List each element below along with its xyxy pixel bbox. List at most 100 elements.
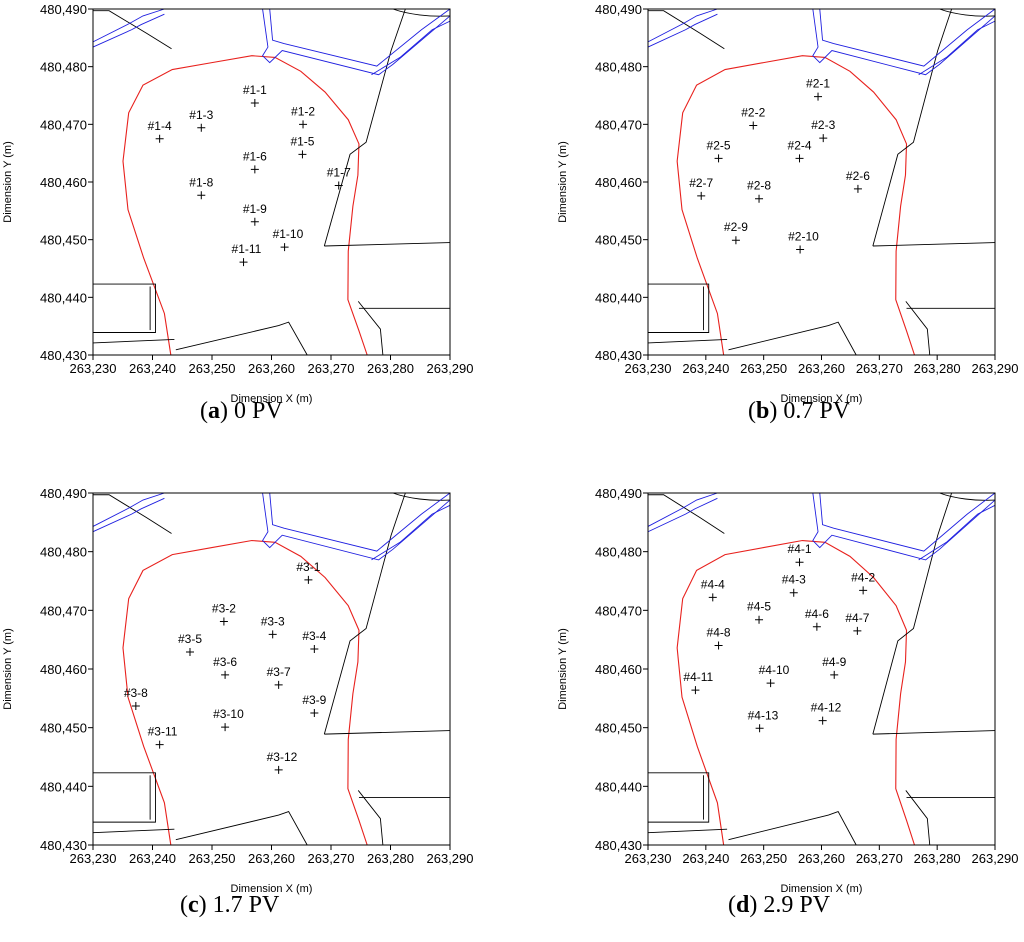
y-axis-label: Dimension Y (m) — [557, 141, 569, 223]
data-point-label: #2-10 — [788, 229, 819, 243]
x-tick-label: 263,230 — [70, 851, 117, 866]
y-tick-label: 480,440 — [40, 779, 87, 794]
road-line — [939, 9, 995, 16]
data-point-label: #2-8 — [747, 179, 771, 193]
road-line — [358, 790, 383, 845]
road-line — [648, 773, 709, 822]
x-tick-label: 263,280 — [367, 361, 414, 376]
canal-line — [93, 498, 164, 531]
x-tick-label: 263,290 — [972, 361, 1019, 376]
canal-line — [270, 493, 450, 551]
data-point — [221, 723, 230, 732]
data-point-label: #4-8 — [707, 626, 731, 640]
x-tick-label: 263,270 — [856, 851, 903, 866]
road-line — [906, 301, 930, 355]
y-tick-label: 480,450 — [40, 721, 87, 736]
y-tick-label: 480,490 — [595, 486, 642, 501]
data-point-label: #2-6 — [846, 169, 870, 183]
x-tick-label: 263,260 — [798, 361, 845, 376]
panel-caption: (a) 0 PV — [200, 398, 283, 424]
data-point — [185, 647, 194, 656]
data-point-label: #3-8 — [124, 686, 148, 700]
panel-d: 263,230 263,240 263,250 263,260 263,270 263,2… — [557, 486, 1019, 895]
x-tick-label: 263,280 — [367, 851, 414, 866]
data-point-label: #1-3 — [189, 108, 213, 122]
road-line — [648, 339, 727, 342]
road-line — [648, 11, 724, 49]
data-point — [304, 575, 313, 584]
site-map — [648, 493, 995, 845]
canal-line — [93, 14, 164, 47]
canal-line — [919, 21, 995, 75]
data-point — [334, 181, 343, 190]
canal-line — [371, 21, 450, 75]
x-tick-label: 263,260 — [248, 851, 295, 866]
road-line — [906, 790, 930, 845]
road-line — [93, 829, 174, 833]
data-point-label: #2-3 — [811, 118, 835, 132]
y-tick-label: 480,430 — [595, 348, 642, 363]
y-tick-label: 480,460 — [595, 175, 642, 190]
y-tick-label: 480,470 — [595, 603, 642, 618]
data-point — [789, 588, 798, 597]
data-point-label: #4-7 — [845, 611, 869, 625]
panel-a: 263,230 263,240 263,250 263,260 263,270 263,2… — [2, 2, 474, 405]
y-tick-label: 480,430 — [40, 838, 87, 853]
data-point-label: #3-4 — [302, 629, 326, 643]
road-line — [93, 284, 155, 332]
caption-text: ) 0 PV — [220, 398, 283, 424]
data-point — [853, 626, 862, 635]
road-line — [176, 812, 307, 845]
data-point-label: #4-13 — [748, 708, 779, 722]
y-tick-label: 480,490 — [595, 2, 642, 17]
data-point-label: #1-7 — [327, 165, 351, 179]
x-tick-label: 263,230 — [70, 361, 117, 376]
road-line — [873, 731, 995, 735]
data-point — [310, 645, 319, 654]
data-point — [268, 630, 277, 639]
data-point-label: #4-5 — [747, 600, 771, 614]
data-point-label: #1-2 — [291, 104, 315, 118]
data-point-label: #1-5 — [290, 134, 314, 148]
road-line — [393, 9, 450, 16]
x-tick-label: 263,260 — [798, 851, 845, 866]
x-tick-label: 263,290 — [427, 361, 474, 376]
canal-line — [93, 9, 164, 42]
data-point — [250, 217, 259, 226]
data-point — [755, 194, 764, 203]
x-axis-label: Dimension X (m) — [231, 883, 313, 895]
x-tick-label: 263,260 — [248, 361, 295, 376]
x-tick-label: 263,240 — [129, 851, 176, 866]
panel-c: 263,230 263,240 263,250 263,260 263,270 263,2… — [2, 486, 474, 895]
data-point — [239, 258, 248, 267]
data-point-label: #4-4 — [701, 577, 725, 591]
data-point — [814, 92, 823, 101]
x-tick-label: 263,270 — [308, 851, 355, 866]
data-point-label: #3-7 — [267, 665, 291, 679]
data-point-label: #1-1 — [243, 83, 267, 97]
data-point-label: #3-5 — [178, 632, 202, 646]
x-tick-label: 263,270 — [856, 361, 903, 376]
road-line — [873, 493, 952, 734]
data-point — [859, 586, 868, 595]
y-tick-label: 480,440 — [595, 779, 642, 794]
y-tick-label: 480,450 — [40, 233, 87, 248]
canal-line — [919, 505, 995, 560]
data-point — [219, 617, 228, 626]
data-point — [221, 670, 230, 679]
data-point — [197, 191, 206, 200]
y-tick-label: 480,480 — [595, 545, 642, 560]
road-line — [648, 495, 724, 534]
data-point — [250, 165, 259, 174]
data-point — [310, 709, 319, 717]
road-line — [324, 9, 405, 246]
data-point — [250, 98, 259, 107]
y-tick-label: 480,470 — [40, 117, 87, 132]
road-line — [729, 322, 857, 355]
data-point — [819, 134, 828, 143]
x-tick-label: 263,240 — [682, 361, 729, 376]
data-point — [766, 679, 775, 688]
data-point — [131, 701, 140, 710]
y-tick-label: 480,470 — [595, 117, 642, 132]
